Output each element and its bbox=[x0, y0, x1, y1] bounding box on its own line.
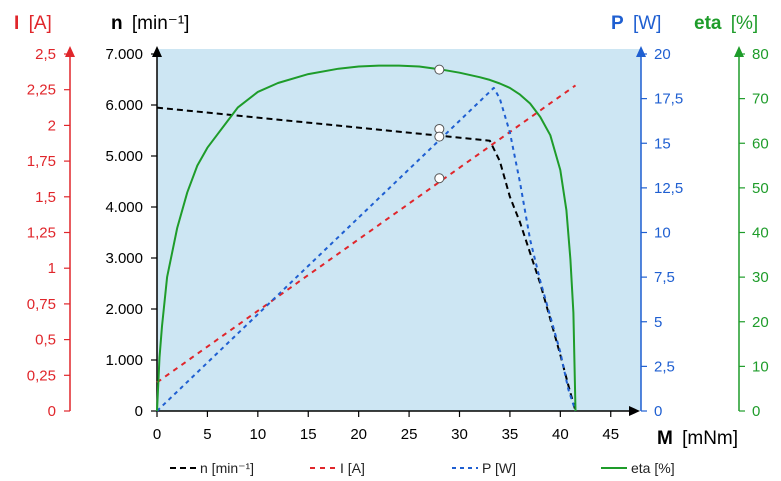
series-line-eta bbox=[156, 64, 577, 412]
i-axis-tick-label: 2,5 bbox=[35, 46, 56, 63]
m-axis-tick-label: 10 bbox=[249, 426, 266, 443]
n-axis-title: n [min⁻¹] bbox=[111, 13, 189, 34]
operating-point-marker-eta bbox=[434, 64, 445, 75]
p-axis-tick-label: 10 bbox=[654, 225, 671, 242]
n-axis-tick-label: 0 bbox=[135, 403, 143, 420]
m-axis-title-var: M bbox=[657, 428, 673, 449]
m-axis-tick-label: 25 bbox=[401, 426, 418, 443]
n-axis-tick-label: 6.000 bbox=[105, 97, 143, 114]
legend-label-p: P [W] bbox=[482, 460, 516, 476]
eta-axis-tick-label: 0 bbox=[752, 403, 760, 420]
i-axis-title-var: I bbox=[14, 13, 19, 34]
i-axis-tick-label: 2,25 bbox=[27, 82, 56, 99]
n-axis-tick-label: 7.000 bbox=[105, 46, 143, 63]
operating-point-marker-i bbox=[434, 173, 445, 184]
eta-axis-tick-label: 50 bbox=[752, 180, 769, 197]
m-axis-tick-label: 40 bbox=[552, 426, 569, 443]
p-axis-tick-label: 17,5 bbox=[654, 91, 683, 108]
i-axis-arrow bbox=[65, 46, 75, 57]
m-axis-tick-label: 15 bbox=[300, 426, 317, 443]
p-axis-tick-label: 0 bbox=[654, 403, 662, 420]
p-axis-tick-label: 15 bbox=[654, 135, 671, 152]
p-axis-title-unit: [W] bbox=[633, 13, 662, 34]
n-axis-tick-label: 1.000 bbox=[105, 352, 143, 369]
eta-axis-tick-label: 40 bbox=[752, 225, 769, 242]
eta-axis-tick-label: 60 bbox=[752, 135, 769, 152]
n-axis-tick-label: 2.000 bbox=[105, 301, 143, 318]
i-axis-tick-label: 1 bbox=[48, 260, 56, 277]
i-axis-tick-label: 1,75 bbox=[27, 153, 56, 170]
n-axis-tick-label: 4.000 bbox=[105, 199, 143, 216]
p-axis-tick-label: 5 bbox=[654, 314, 662, 331]
legend-label-i: I [A] bbox=[340, 460, 365, 476]
p-axis-title-var: P bbox=[611, 13, 624, 34]
m-axis-tick-label: 0 bbox=[153, 426, 161, 443]
m-axis-tick-label: 30 bbox=[451, 426, 468, 443]
eta-axis-arrow bbox=[734, 46, 744, 57]
i-axis-tick-label: 1,25 bbox=[27, 225, 56, 242]
m-axis-tick-label: 5 bbox=[203, 426, 211, 443]
m-axis-tick-label: 20 bbox=[350, 426, 367, 443]
eta-axis-tick-label: 10 bbox=[752, 358, 769, 375]
marker-layer bbox=[434, 64, 445, 184]
series-line-p bbox=[156, 86, 577, 412]
operating-point-marker-n bbox=[434, 131, 445, 142]
p-axis-title: P [W] bbox=[611, 13, 661, 34]
eta-axis-tick-label: 30 bbox=[752, 269, 769, 286]
p-axis-tick-label: 2,5 bbox=[654, 358, 675, 375]
eta-axis-title-var: eta bbox=[694, 13, 722, 34]
m-axis-tick-label: 35 bbox=[502, 426, 519, 443]
n-axis-tick-label: 3.000 bbox=[105, 250, 143, 267]
eta-axis-title: eta [%] bbox=[694, 13, 758, 34]
i-axis-tick-label: 0,5 bbox=[35, 332, 56, 349]
legend-label-n: n [min⁻¹] bbox=[200, 460, 254, 476]
axes-layer: 0 0,25 0,5 0,75 1 1,25 1,5 1,75 2 2,25 2,5 0 1.000 2.… bbox=[27, 46, 769, 443]
i-axis-tick-label: 0 bbox=[48, 403, 56, 420]
m-axis-title: M [mNm] bbox=[657, 428, 738, 449]
i-axis-tick-label: 1,5 bbox=[35, 189, 56, 206]
m-axis-tick-label: 45 bbox=[602, 426, 619, 443]
p-axis-tick-label: 20 bbox=[654, 46, 671, 63]
eta-axis-title-unit: [%] bbox=[731, 13, 758, 34]
eta-axis-tick-label: 70 bbox=[752, 91, 769, 108]
eta-axis-tick-label: 20 bbox=[752, 314, 769, 331]
n-axis-title-var: n bbox=[111, 13, 123, 34]
eta-axis-tick-label: 80 bbox=[752, 46, 769, 63]
i-axis-tick-label: 2 bbox=[48, 117, 56, 134]
p-axis-tick-label: 12,5 bbox=[654, 180, 683, 197]
legend: n [min⁻¹] I [A] P [W] eta [%] bbox=[170, 460, 675, 476]
i-axis-title-unit: [A] bbox=[29, 13, 52, 34]
n-axis-tick-label: 5.000 bbox=[105, 148, 143, 165]
legend-label-eta: eta [%] bbox=[631, 460, 675, 476]
i-axis-tick-label: 0,25 bbox=[27, 367, 56, 384]
m-axis-arrow bbox=[629, 406, 640, 416]
m-axis-title-unit: [mNm] bbox=[682, 428, 738, 449]
i-axis-title: I [A] bbox=[14, 13, 52, 34]
n-axis-title-unit: [min⁻¹] bbox=[132, 13, 190, 34]
i-axis-tick-label: 0,75 bbox=[27, 296, 56, 313]
p-axis-tick-label: 7,5 bbox=[654, 269, 675, 286]
series-layer bbox=[156, 64, 577, 412]
